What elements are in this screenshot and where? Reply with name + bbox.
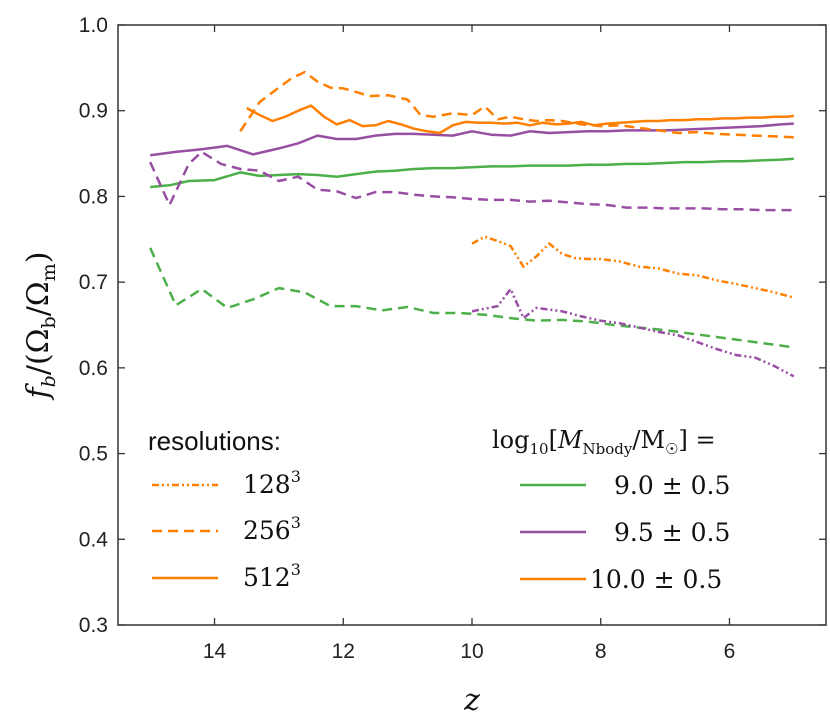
legend-resolutions: resolutions: 1283 2563 5123 bbox=[148, 426, 301, 592]
x-axis-label: z bbox=[463, 683, 480, 718]
legend-256-label: 2563 bbox=[243, 513, 301, 545]
y-axis-label: fb/(Ωb/Ωm) bbox=[21, 252, 60, 401]
y-tick-label: 0.6 bbox=[79, 357, 108, 380]
legend-512-label: 5123 bbox=[243, 560, 301, 592]
legend-mass: log10[MNbody/M☉] = 9.0 ± 0.5 9.5 ± 0.5 1… bbox=[492, 426, 730, 594]
legend-mass-title: log10[MNbody/M☉] = bbox=[492, 426, 716, 458]
y-tick-label: 0.7 bbox=[79, 271, 108, 294]
x-tick-label: 10 bbox=[460, 640, 483, 663]
legend-mass-9.0-label: 9.0 ± 0.5 bbox=[614, 471, 730, 500]
series-orange-256 bbox=[239, 70, 794, 139]
y-tick-label: 0.4 bbox=[79, 528, 109, 551]
y-tick-label: 0.9 bbox=[79, 100, 108, 123]
series-purple-512 bbox=[150, 122, 794, 157]
legend-mass-9.5-label: 9.5 ± 0.5 bbox=[614, 518, 730, 547]
series-lines bbox=[149, 70, 795, 378]
axis-tick-labels: 0.3 0.4 0.5 0.6 0.7 0.8 0.9 1.0 14 12 10 8 6 bbox=[79, 14, 736, 663]
series-orange-128 bbox=[471, 235, 795, 299]
y-tick-label: 1.0 bbox=[79, 14, 108, 37]
y-tick-label: 0.3 bbox=[79, 614, 108, 637]
legend-resolutions-title: resolutions: bbox=[148, 426, 281, 456]
x-tick-label: 8 bbox=[595, 640, 607, 663]
series-orange-512 bbox=[246, 104, 794, 135]
x-tick-label: 6 bbox=[724, 640, 736, 663]
x-tick-label: 14 bbox=[203, 640, 227, 663]
y-tick-label: 0.8 bbox=[79, 185, 108, 208]
series-purple-128 bbox=[471, 287, 795, 378]
series-green-256 bbox=[149, 247, 794, 349]
legend-mass-10.0-label: 10.0 ± 0.5 bbox=[590, 565, 722, 594]
x-tick-label: 12 bbox=[332, 640, 355, 663]
axis-ticks bbox=[118, 24, 826, 626]
plot-area bbox=[117, 24, 827, 626]
y-tick-label: 0.5 bbox=[79, 443, 108, 466]
legend-128-label: 1283 bbox=[243, 467, 301, 499]
series-purple-256 bbox=[149, 150, 794, 212]
svg-text:fb/(Ωb/Ωm): fb/(Ωb/Ωm) bbox=[21, 252, 60, 401]
